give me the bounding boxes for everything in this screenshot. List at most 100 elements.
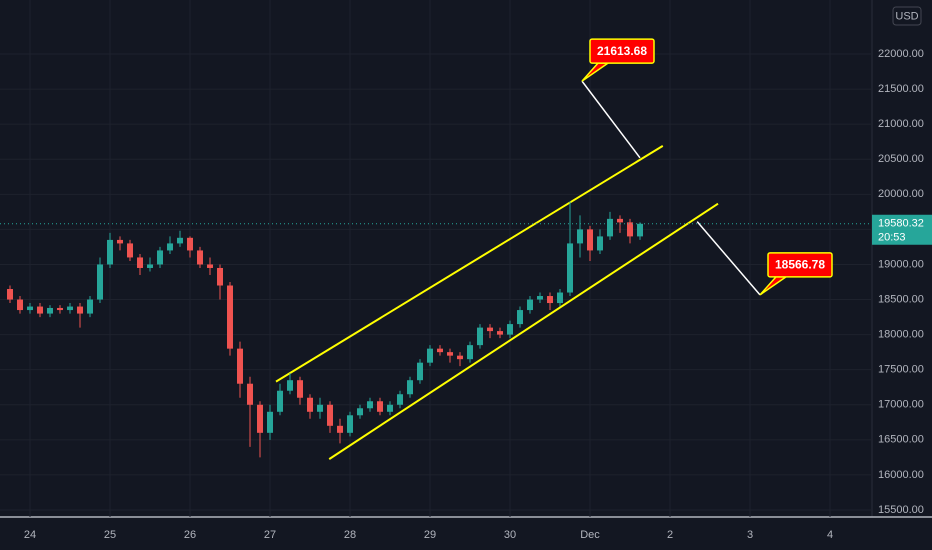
- candle-body: [507, 324, 513, 335]
- projection-line: [581, 80, 641, 159]
- candle-body: [407, 380, 413, 395]
- candle-body: [447, 352, 453, 356]
- y-tick-label: 19000.00: [878, 258, 924, 270]
- candle-body: [7, 289, 13, 300]
- y-tick-label: 20500.00: [878, 153, 924, 165]
- candle-body: [227, 285, 233, 349]
- x-tick-label: 27: [264, 529, 276, 541]
- currency-button[interactable]: [892, 6, 922, 26]
- candle-body: [197, 250, 203, 265]
- candle-body: [397, 394, 403, 405]
- candle-body: [547, 296, 553, 304]
- last-price-box: [872, 214, 932, 245]
- candle-body: [337, 425, 343, 433]
- candle-body: [77, 306, 83, 314]
- candle-body: [147, 264, 153, 268]
- x-tick-label: 3: [747, 529, 753, 541]
- y-tick-label: 21500.00: [878, 83, 924, 95]
- candles: [7, 201, 643, 458]
- y-tick-label: 16500.00: [878, 434, 924, 446]
- y-tick-label: 18500.00: [878, 293, 924, 305]
- candle-body: [37, 306, 43, 314]
- candle-body: [527, 299, 533, 311]
- candle-body: [387, 404, 393, 412]
- y-tick-label: 20000.00: [878, 188, 924, 200]
- candle-body: [57, 307, 63, 311]
- candle-body: [457, 355, 463, 360]
- countdown-label: 20:53: [878, 232, 906, 244]
- currency-label: USD: [895, 10, 918, 22]
- candle-body: [157, 250, 163, 265]
- x-tick-label: 4: [827, 529, 833, 541]
- candle-body: [287, 380, 293, 391]
- y-tick-label: 17000.00: [878, 399, 924, 411]
- candle-body: [267, 411, 273, 433]
- candle-body: [497, 331, 503, 335]
- candle-body: [487, 327, 493, 332]
- candle-body: [217, 267, 223, 286]
- candle-body: [597, 236, 603, 251]
- candle-body: [317, 404, 323, 412]
- target-box: [767, 252, 833, 278]
- y-tick-label: 21000.00: [878, 118, 924, 130]
- candle-body: [477, 327, 483, 346]
- candle-body: [177, 237, 183, 244]
- candle-body: [357, 408, 363, 416]
- channel-line: [275, 145, 664, 383]
- candle-body: [107, 239, 113, 265]
- x-tick-label: 25: [104, 529, 116, 541]
- candle-body: [367, 401, 373, 409]
- candle-body: [437, 348, 443, 353]
- candle-body: [537, 296, 543, 300]
- candle-body: [607, 218, 613, 237]
- candle-body: [587, 229, 593, 251]
- candle-body: [567, 243, 573, 293]
- y-tick-label: 16000.00: [878, 469, 924, 481]
- candle-body: [517, 310, 523, 325]
- candle-body: [637, 223, 643, 237]
- candle-body: [617, 218, 623, 223]
- candle-body: [277, 390, 283, 412]
- candle-body: [17, 299, 23, 311]
- candle-body: [627, 222, 633, 237]
- drawings: [275, 80, 761, 460]
- candle-body: [137, 257, 143, 268]
- candle-body: [117, 239, 123, 244]
- x-tick-label: 28: [344, 529, 356, 541]
- candle-body: [27, 306, 33, 311]
- candle-body: [247, 383, 253, 405]
- overlay: 19580.32 20:53 21613.68 18566.78: [0, 38, 932, 296]
- candle-body: [237, 348, 243, 384]
- projection-line: [696, 221, 761, 296]
- candle-body: [577, 229, 583, 244]
- candle-body: [127, 243, 133, 258]
- candle-body: [257, 404, 263, 433]
- candle-body: [207, 264, 213, 268]
- candle-body: [347, 415, 353, 433]
- candle-body: [187, 237, 193, 251]
- candle-body: [327, 404, 333, 426]
- x-tick-label: Dec: [580, 529, 600, 541]
- candle-body: [307, 397, 313, 412]
- target-label: 18566.78: [775, 258, 825, 272]
- candle-body: [377, 401, 383, 412]
- target-box: [589, 38, 655, 64]
- y-tick-label: 17500.00: [878, 364, 924, 376]
- last-price-label: 19580.32: [878, 218, 924, 230]
- candle-body: [47, 307, 53, 314]
- y-tick-label: 15500.00: [878, 504, 924, 516]
- candle-body: [167, 243, 173, 251]
- candle-body: [427, 348, 433, 363]
- x-tick-label: 26: [184, 529, 196, 541]
- candle-body: [67, 306, 73, 311]
- channel-line: [328, 202, 719, 460]
- grid: 15500.00 16000.00 16500.00 17000.00 17500.00…: [0, 0, 924, 541]
- candle-body: [557, 292, 563, 304]
- x-tick-label: 24: [24, 529, 36, 541]
- candle-body: [297, 380, 303, 398]
- x-tick-label: 2: [667, 529, 673, 541]
- target-label: 21613.68: [597, 44, 647, 58]
- candle-body: [467, 345, 473, 360]
- x-tick-label: 30: [504, 529, 516, 541]
